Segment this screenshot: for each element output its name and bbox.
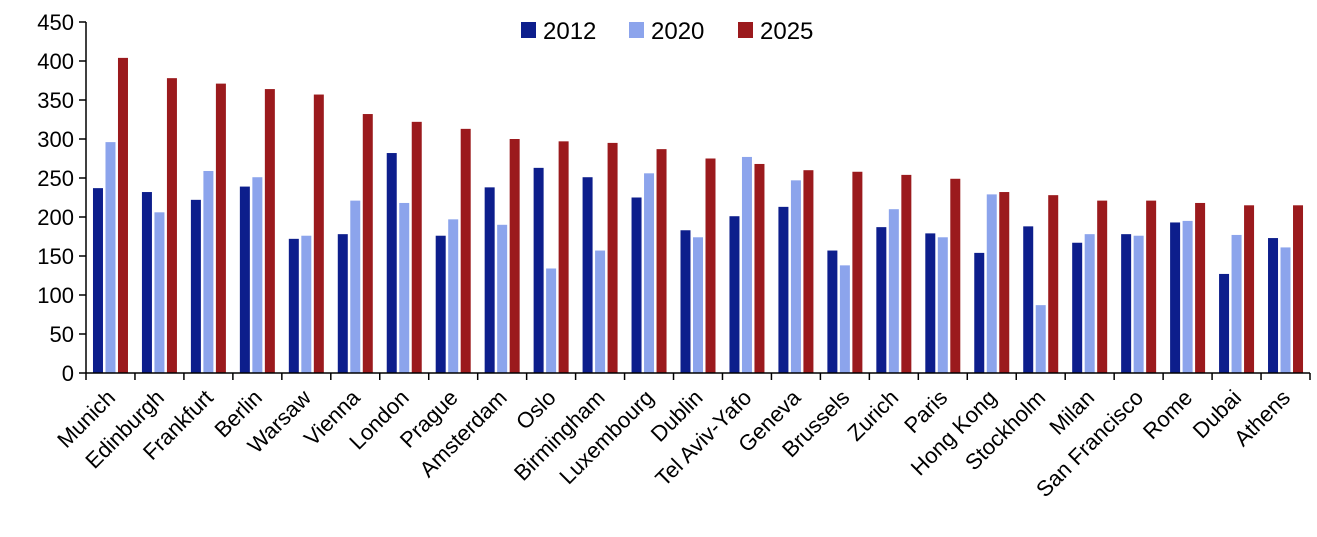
bar-2020-vienna	[350, 200, 361, 373]
y-tick-label: 50	[50, 322, 74, 347]
bar-2025-birmingham	[607, 142, 618, 373]
bar-2020-berlin	[252, 177, 263, 373]
bar-2012-berlin	[239, 186, 250, 373]
bar-2012-rome	[1170, 222, 1181, 373]
bar-2025-prague	[460, 128, 471, 373]
bar-2020-munich	[105, 142, 116, 373]
bar-2020-zurich	[888, 209, 899, 373]
y-tick-label: 200	[37, 205, 74, 230]
bar-2020-athens	[1280, 247, 1291, 373]
bar-2012-edinburgh	[141, 192, 152, 373]
y-tick-label: 400	[37, 49, 74, 74]
bar-2020-hong-kong	[986, 194, 997, 373]
y-tick-label: 0	[62, 361, 74, 386]
bar-2025-dubai	[1244, 205, 1255, 373]
bar-2012-munich	[92, 188, 103, 373]
bar-2020-dublin	[693, 237, 703, 373]
y-tick-label: 250	[37, 166, 74, 191]
bar-2020-tel-aviv-yafo	[741, 156, 752, 373]
bar-2012-milan	[1072, 242, 1083, 373]
y-tick-label: 300	[37, 127, 74, 152]
bar-2012-luxembourg	[631, 197, 642, 373]
legend-swatch-2025	[738, 22, 753, 38]
bar-2025-amsterdam	[509, 139, 520, 373]
y-tick-label: 150	[37, 244, 74, 269]
bar-2025-edinburgh	[166, 78, 177, 373]
legend-swatch-2020	[629, 22, 644, 38]
bar-2012-hong-kong	[974, 252, 985, 373]
bar-2020-amsterdam	[497, 224, 508, 373]
category-label: Athens	[1229, 385, 1295, 451]
bar-2025-london	[411, 121, 422, 373]
bar-2020-luxembourg	[644, 173, 655, 373]
bar-2012-paris	[925, 233, 936, 373]
legend: 2012 2020 2025	[521, 18, 813, 45]
bar-2025-rome	[1195, 202, 1206, 373]
y-axis: 0 50 100 150 200 250 300 350 400 450	[37, 10, 87, 386]
bar-2025-tel-aviv-yafo	[754, 163, 765, 373]
bar-2025-stockholm	[1048, 195, 1059, 373]
bar-2020-frankfurt	[203, 170, 214, 373]
bar-2025-warsaw	[313, 94, 324, 373]
bar-2025-vienna	[362, 114, 373, 373]
bar-2012-tel-aviv-yafo	[729, 216, 740, 373]
bar-2020-brussels	[839, 265, 850, 373]
bar-2025-dublin	[705, 158, 716, 373]
bar-2012-dubai	[1219, 273, 1230, 373]
legend-label-2012: 2012	[543, 18, 596, 45]
bar-2012-brussels	[827, 250, 838, 373]
bar-2025-zurich	[901, 174, 912, 373]
bar-2020-milan	[1084, 234, 1095, 373]
bar-2020-warsaw	[301, 235, 312, 373]
bar-2020-prague	[448, 219, 459, 373]
bar-2025-geneva	[803, 170, 814, 373]
bar-2020-rome	[1182, 220, 1193, 373]
bar-2012-san-francisco	[1121, 234, 1132, 373]
bars	[92, 57, 1304, 374]
bar-2012-stockholm	[1023, 226, 1034, 373]
bar-2020-london	[399, 202, 410, 373]
bar-2020-geneva	[790, 180, 801, 373]
legend-label-2020: 2020	[651, 18, 704, 45]
bar-2025-oslo	[558, 141, 569, 373]
legend-label-2025: 2025	[760, 18, 813, 45]
bar-2025-munich	[117, 57, 128, 373]
bar-2025-luxembourg	[656, 149, 667, 373]
bar-2020-paris	[937, 237, 948, 373]
bar-2025-berlin	[264, 89, 275, 373]
bar-2020-san-francisco	[1133, 235, 1144, 373]
category-label: Rome	[1138, 385, 1197, 444]
bar-2012-london	[386, 153, 397, 373]
bar-2025-athens	[1293, 205, 1304, 373]
bar-2012-birmingham	[582, 177, 593, 373]
bar-2012-zurich	[876, 227, 887, 373]
bar-2012-frankfurt	[190, 199, 201, 373]
bar-2025-frankfurt	[215, 83, 226, 374]
bar-2020-edinburgh	[154, 212, 165, 373]
bar-2012-dublin	[680, 230, 691, 373]
bar-2012-athens	[1268, 238, 1279, 373]
bar-2025-brussels	[852, 171, 863, 373]
bar-2012-amsterdam	[484, 187, 495, 373]
bar-2025-hong-kong	[999, 192, 1010, 373]
bar-2012-geneva	[778, 206, 789, 373]
x-axis: MunichEdinburghFrankfurtBerlinWarsawVien…	[52, 372, 1311, 502]
bar-2012-oslo	[533, 167, 544, 373]
bar-2025-paris	[950, 178, 961, 373]
legend-swatch-2012	[521, 22, 536, 38]
bar-2025-san-francisco	[1146, 200, 1157, 373]
bar-2020-birmingham	[595, 250, 606, 373]
bar-2020-dubai	[1231, 234, 1242, 373]
y-tick-label: 350	[37, 88, 74, 113]
category-label: Zurich	[842, 385, 903, 446]
bar-2025-milan	[1097, 200, 1108, 373]
bar-2020-stockholm	[1035, 305, 1046, 373]
y-tick-label: 450	[37, 10, 74, 35]
bar-2012-warsaw	[288, 238, 299, 373]
bar-2020-oslo	[546, 268, 557, 373]
y-tick-label: 100	[37, 283, 74, 308]
bar-2012-prague	[435, 235, 446, 373]
bar-2012-vienna	[337, 234, 348, 373]
